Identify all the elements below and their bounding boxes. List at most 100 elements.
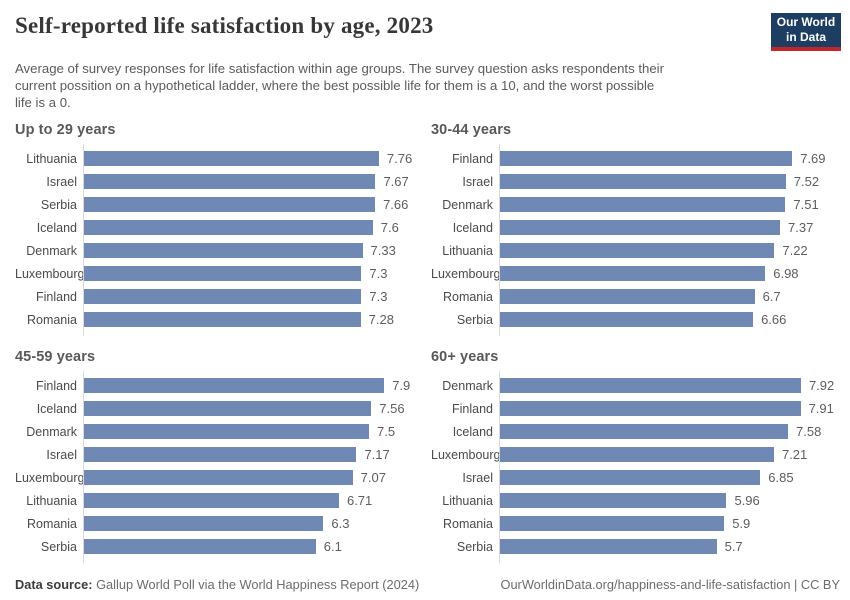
- bar-row: Israel 7.52: [431, 170, 840, 193]
- bar: [500, 424, 789, 439]
- country-label: Romania: [26, 516, 77, 531]
- country-label: Israel: [46, 174, 77, 189]
- country-label: Finland: [452, 401, 493, 416]
- panel-60-plus-years: 60+ years Denmark 7.92 Finland 7.91 Iceland 7…: [431, 349, 840, 563]
- bar: [84, 470, 353, 485]
- bar-track: 7.22: [499, 239, 840, 262]
- bar: [84, 447, 357, 462]
- bar-row: Romania 5.9: [431, 512, 840, 535]
- bar-row: Iceland 7.58: [431, 420, 840, 443]
- bar: [500, 312, 754, 327]
- panel-title: 30-44 years: [431, 122, 512, 138]
- value-label: 7.6: [380, 220, 399, 235]
- bar: [84, 312, 361, 327]
- panel-30-44-years: 30-44 years Finland 7.69 Israel 7.52 Denmark…: [431, 122, 840, 336]
- bar-row: Finland 7.3: [15, 285, 425, 308]
- value-label: 7.66: [383, 197, 409, 212]
- country-label: Romania: [26, 312, 77, 327]
- bar: [500, 516, 725, 531]
- panels-grid: Up to 29 years Lithuania 7.76 Israel 7.67 Se…: [15, 122, 840, 563]
- value-label: 7.07: [360, 470, 386, 485]
- bar-row: Finland 7.91: [431, 397, 840, 420]
- bar-row: Luxembourg 7.07: [15, 466, 425, 489]
- chart-title: Self-reported life satisfaction by age, …: [15, 13, 434, 38]
- bar-track: 7.37: [499, 216, 840, 239]
- bar-track: 6.66: [499, 308, 840, 331]
- panel-title: 60+ years: [431, 349, 499, 365]
- bar-track: 6.7: [499, 285, 840, 308]
- bar-track: 6.1: [83, 535, 425, 558]
- value-label: 7.69: [800, 151, 826, 166]
- bar: [500, 243, 775, 258]
- value-label: 7.51: [793, 197, 819, 212]
- country-label: Finland: [36, 378, 77, 393]
- bar: [500, 289, 755, 304]
- bar: [84, 151, 379, 166]
- bar-row: Luxembourg 7.21: [431, 443, 840, 466]
- bar-row: Iceland 7.37: [431, 216, 840, 239]
- bar-track: 7.3: [83, 262, 425, 285]
- bar-track: 7.17: [83, 443, 425, 466]
- value-label: 6.71: [346, 493, 373, 508]
- country-label: Lithuania: [26, 493, 77, 508]
- bar: [500, 378, 801, 393]
- bar-track: 7.6: [83, 216, 425, 239]
- panel-title: 45-59 years: [15, 349, 96, 365]
- bar-row: Serbia 5.7: [431, 535, 840, 558]
- bar-track: 6.85: [499, 466, 840, 489]
- bar: [500, 470, 761, 485]
- country-label: Romania: [442, 516, 493, 531]
- bar-track: 7.28: [83, 308, 425, 331]
- bar-row: Denmark 7.5: [15, 420, 425, 443]
- bar-track: 7.69: [499, 147, 840, 170]
- bar-row: Luxembourg 7.3: [15, 262, 425, 285]
- value-label: 7.33: [370, 243, 396, 258]
- bar-track: 7.56: [83, 397, 425, 420]
- bar-row: Lithuania 5.96: [431, 489, 840, 512]
- value-label: 6.1: [323, 539, 342, 554]
- value-label: 7.9: [392, 378, 411, 393]
- bar-track: 7.67: [83, 170, 425, 193]
- bar-track: 7.91: [499, 397, 840, 420]
- country-label: Denmark: [442, 378, 493, 393]
- value-label: 5.96: [734, 493, 760, 508]
- bar-chart: Lithuania 7.76 Israel 7.67 Serbia 7.66 Iceland…: [15, 144, 425, 336]
- value-label: 7.3: [369, 266, 388, 281]
- value-label: 7.92: [808, 378, 835, 393]
- bar: [84, 243, 363, 258]
- value-label: 7.67: [383, 174, 409, 189]
- country-label: Iceland: [452, 424, 493, 439]
- bar: [500, 151, 793, 166]
- bar-row: Denmark 7.33: [15, 239, 425, 262]
- bar: [84, 220, 373, 235]
- value-label: 6.66: [761, 312, 787, 327]
- bar-row: Romania 6.3: [15, 512, 425, 535]
- data-source-text: Gallup World Poll via the World Happines…: [92, 577, 420, 592]
- bar: [84, 493, 339, 508]
- bar-track: 7.52: [499, 170, 840, 193]
- data-source-note: Data source: Gallup World Poll via the W…: [15, 577, 419, 592]
- bar: [84, 539, 316, 554]
- bar-row: Finland 7.9: [15, 374, 425, 397]
- bar-track: 7.21: [499, 443, 840, 466]
- value-label: 6.98: [773, 266, 799, 281]
- owid-logo-line1: Our World: [776, 15, 836, 30]
- bar-track: 7.92: [499, 374, 840, 397]
- value-label: 7.3: [369, 289, 388, 304]
- value-label: 7.58: [796, 424, 822, 439]
- bar: [84, 378, 385, 393]
- bar-row: Luxembourg 6.98: [431, 262, 840, 285]
- bar-row: Lithuania 7.76: [15, 147, 425, 170]
- bar-row: Israel 7.67: [15, 170, 425, 193]
- owid-logo-line2: in Data: [785, 30, 826, 44]
- bar-track: 7.66: [83, 193, 425, 216]
- value-label: 7.91: [808, 401, 834, 416]
- country-label: Finland: [36, 289, 77, 304]
- country-label: Luxembourg: [431, 266, 501, 281]
- country-label: Lithuania: [442, 493, 493, 508]
- country-label: Iceland: [36, 220, 77, 235]
- bar: [500, 197, 786, 212]
- header: Self-reported life satisfaction by age, …: [0, 0, 850, 51]
- country-label: Finland: [452, 151, 493, 166]
- value-label: 7.37: [788, 220, 814, 235]
